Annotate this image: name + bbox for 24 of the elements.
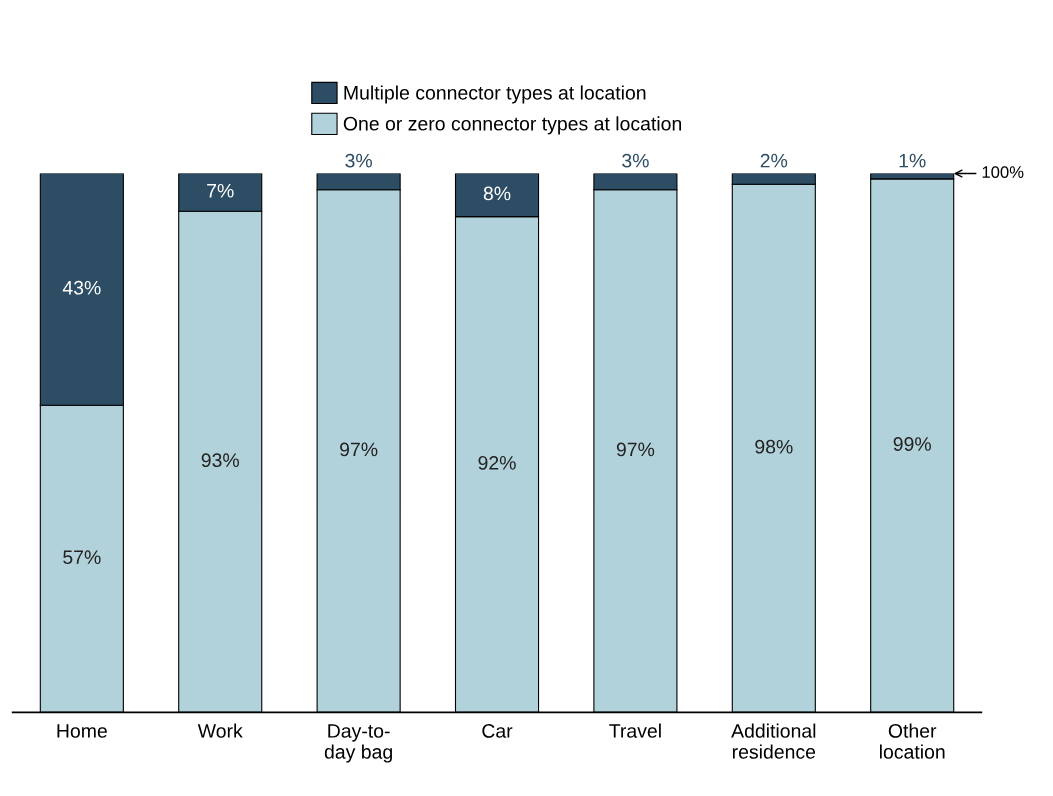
data-label: 7% — [207, 183, 234, 198]
legend-label: One or zero connector types at location — [343, 116, 682, 135]
data-label: 8% — [483, 186, 511, 201]
x-tick-label: Work — [197, 723, 243, 738]
legend-label: Multiple connector types at location — [344, 85, 646, 104]
x-tick-label: Other location — [880, 723, 945, 759]
data-label: 2% — [760, 153, 788, 168]
data-label: 3% — [622, 153, 649, 168]
text: 100% — [982, 166, 1024, 178]
data-label: 43% — [62, 280, 101, 295]
x-tick-label: Home — [57, 724, 107, 738]
data-label: 92% — [478, 455, 516, 470]
data-label: 99% — [893, 437, 931, 451]
data-label: 98% — [755, 439, 793, 454]
x-tick-label: Car — [482, 724, 513, 738]
x-tick-label: Additional residence — [731, 723, 816, 759]
data-label: 97% — [616, 442, 655, 457]
data-label: 1% — [899, 153, 926, 168]
x-tick-label: Travel — [609, 723, 661, 738]
data-label: 57% — [63, 550, 101, 565]
data-label: 97% — [340, 442, 378, 457]
x-tick-label: Day-to- day bag — [324, 724, 392, 763]
data-label: 3% — [345, 153, 372, 168]
data-label: 93% — [201, 453, 239, 468]
